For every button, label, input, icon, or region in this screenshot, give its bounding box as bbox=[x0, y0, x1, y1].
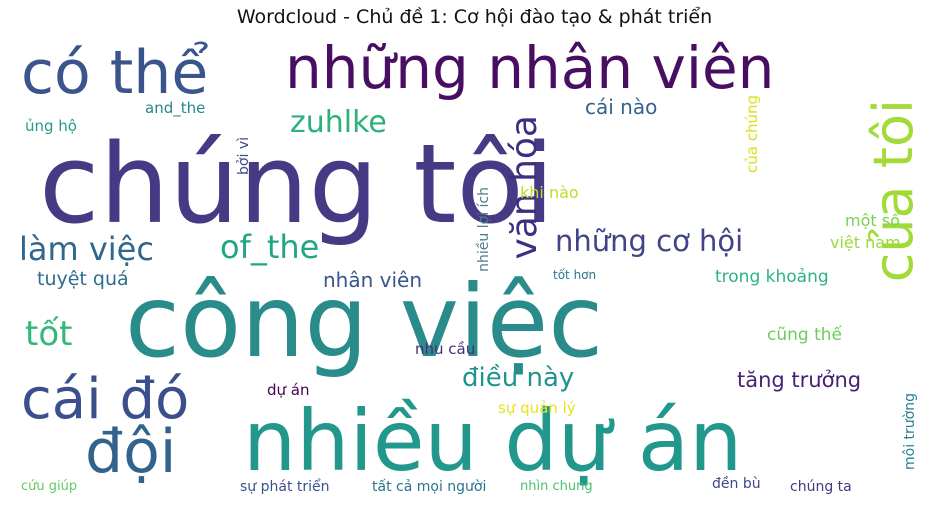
word-and-the: and_the bbox=[145, 99, 206, 117]
word-co-the: có thể bbox=[21, 38, 209, 108]
word-tat-ca-moi-nguoi: tất cả mọi người bbox=[372, 479, 487, 495]
word-nhung-co-hoi: những cơ hội bbox=[555, 224, 744, 258]
word-cung-the: cũng thế bbox=[767, 325, 842, 345]
word-ung-ho: ủng hộ bbox=[25, 117, 77, 135]
word-doi: đội bbox=[85, 417, 177, 487]
word-nhan-vien: nhân viên bbox=[323, 268, 423, 292]
word-nhung-nhan-vien: những nhân viên bbox=[285, 37, 775, 102]
word-of-the: of_the bbox=[220, 228, 320, 266]
word-nhieu-loi-ich: nhiều lợi ích bbox=[476, 187, 492, 272]
chart-title: Wordcloud - Chủ đề 1: Cơ hội đào tạo & p… bbox=[236, 6, 713, 28]
word-trong-khoang: trong khoảng bbox=[715, 267, 829, 287]
word-cong-viec: công việc bbox=[125, 263, 604, 380]
word-chung-ta: chúng ta bbox=[790, 479, 852, 495]
word-viet-nam: việt nam bbox=[830, 233, 901, 252]
word-nhieu-du-an: nhiều dự án bbox=[243, 392, 743, 490]
word-du-an: dự án bbox=[267, 381, 310, 399]
word-cai-nao: cái nào bbox=[585, 95, 658, 119]
word-tuyet-qua: tuyệt quá bbox=[37, 268, 129, 290]
word-boi-vi: bởi vì bbox=[236, 137, 252, 175]
word-cua-toi: của tôi bbox=[862, 99, 925, 283]
word-tot-hon: tốt hơn bbox=[553, 268, 597, 282]
word-su-quan-ly: sự quản lý bbox=[498, 399, 576, 417]
word-chung-toi: chúng tôi bbox=[39, 120, 555, 248]
word-moi-truong: môi trường bbox=[902, 393, 918, 470]
word-cai-do: cái đó bbox=[21, 367, 190, 432]
word-tot: tốt bbox=[25, 314, 73, 354]
word-zuhlke: zuhlke bbox=[290, 105, 387, 140]
word-dieu-nay: điều này bbox=[462, 363, 575, 393]
word-nhin-chung: nhìn chung bbox=[520, 479, 593, 494]
word-nhu-cau: nhu cầu bbox=[415, 340, 476, 358]
word-den-bu: đền bù bbox=[712, 476, 761, 492]
word-khi-nao: khi nào bbox=[520, 183, 579, 202]
word-su-phat-trien: sự phát triển bbox=[240, 479, 330, 495]
word-cuu-giup: cứu giúp bbox=[21, 479, 78, 494]
wordcloud: chúng tôi công việc nhiều dự án những nh… bbox=[15, 37, 935, 500]
word-lam-viec: làm việc bbox=[19, 230, 154, 268]
word-mot-so: một số bbox=[845, 211, 900, 230]
word-tang-truong: tăng trưởng bbox=[737, 368, 862, 392]
word-cua-chung: của chúng bbox=[743, 95, 761, 174]
